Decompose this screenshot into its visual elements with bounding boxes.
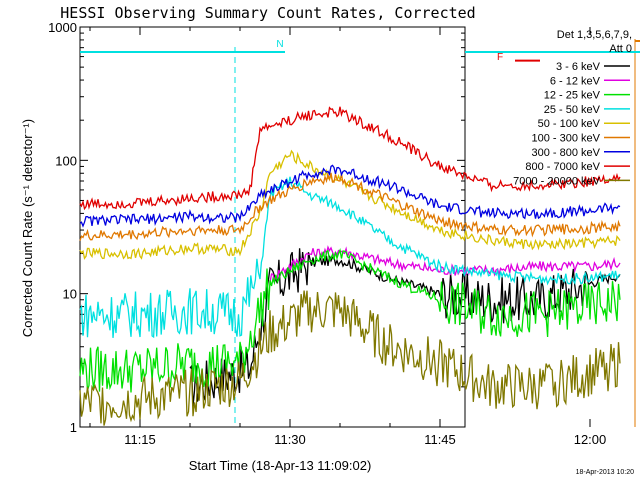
x-tick-label: 11:30 xyxy=(274,432,306,447)
x-tick-label: 11:45 xyxy=(424,432,456,447)
y-tick-label: 1000 xyxy=(48,20,77,35)
legend-entry-label: 100 - 300 keV xyxy=(532,133,601,145)
footer-date: 18-Apr-2013 10:20 xyxy=(576,469,634,476)
series-line xyxy=(79,290,621,426)
flag-label: N xyxy=(276,39,283,50)
series-line xyxy=(79,164,621,228)
series-line xyxy=(269,245,621,283)
legend-entry-label: 3 - 6 keV xyxy=(556,61,601,73)
y-tick-label: 100 xyxy=(55,153,77,168)
legend-title-line-2: Att 0 xyxy=(609,43,632,55)
legend-entry-label: 25 - 50 keV xyxy=(544,104,601,116)
legend-entry-label: 7000 - 20000 keV xyxy=(513,175,601,187)
y-tick-label: 10 xyxy=(63,287,77,302)
x-tick-label: 12:00 xyxy=(574,432,607,447)
flag-label: F xyxy=(497,52,503,63)
legend-title-line-1: Det 1,3,5,6,7,9, xyxy=(557,29,632,41)
y-tick-label: 1 xyxy=(70,420,77,435)
legend-entry-label: 300 - 800 keV xyxy=(532,147,601,159)
legend-entry-label: 50 - 100 keV xyxy=(538,118,601,130)
legend-entry-label: 12 - 25 keV xyxy=(544,90,601,102)
series-line xyxy=(79,176,621,339)
legend-entry-label: 800 - 7000 keV xyxy=(525,161,600,173)
chart-title: HESSI Observing Summary Count Rates, Cor… xyxy=(60,4,475,22)
series-line xyxy=(79,106,621,211)
x-tick-label: 11:15 xyxy=(124,432,156,447)
plot-frame xyxy=(79,26,466,428)
series-line xyxy=(79,172,621,241)
y-axis-label: Corrected Count Rate (s⁻¹ detector⁻¹) xyxy=(20,119,35,337)
x-axis-label: Start Time (18-Apr-13 11:09:02) xyxy=(189,458,372,473)
legend-entry-label: 6 - 12 keV xyxy=(550,75,601,87)
legend: Det 1,3,5,6,7,9, Att 0 3 - 6 keV 6 - 12 k… xyxy=(513,29,632,187)
